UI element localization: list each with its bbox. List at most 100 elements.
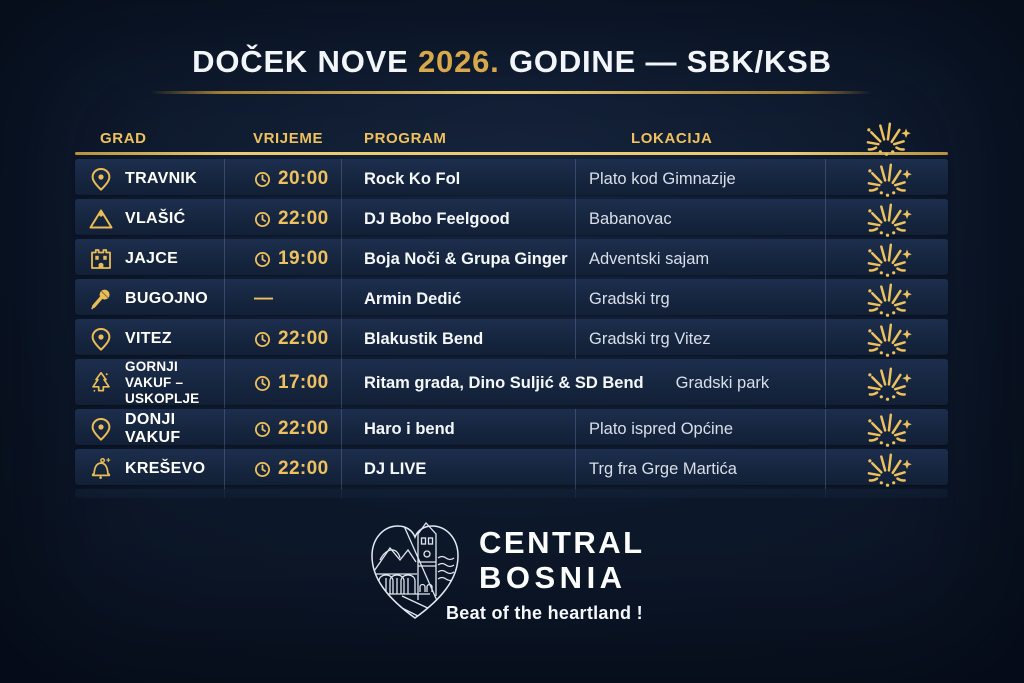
city-label: VLAŠIĆ (125, 210, 186, 227)
city-label: JAJCE (125, 250, 179, 267)
pin-icon (88, 166, 114, 192)
time-cell: 22:00 (224, 449, 341, 489)
fireworks-icon (860, 279, 915, 319)
title-part1: DOČEK NOVE (192, 44, 418, 79)
brand-tagline: Beat of the heartland ! (446, 603, 643, 623)
program-cell: DJ Bobo Feelgood (341, 199, 575, 239)
city-cell: KREŠEVO (75, 449, 224, 489)
program-label: Blakustik Bend (364, 329, 484, 348)
clock-icon (254, 461, 271, 478)
city-label: GORNJI VAKUF – USKOPLJE (125, 359, 200, 407)
time-label: 22:00 (278, 418, 329, 439)
city-cell: BUGOJNO (75, 279, 224, 319)
heart-logo-icon (371, 521, 459, 619)
fireworks-cell (825, 159, 948, 199)
time-cell: 22:00 (224, 409, 341, 449)
city-cell: DONJI VAKUF (75, 409, 224, 449)
fireworks-cell (825, 359, 948, 408)
microphone-icon (88, 286, 114, 312)
brand-name-line1: CENTRAL (479, 525, 645, 560)
clock-icon (254, 171, 271, 188)
fireworks-cell (825, 449, 948, 489)
fireworks-cell (825, 279, 948, 319)
time-label: 20:00 (278, 168, 329, 189)
location-label: Gradski trg (589, 289, 670, 308)
clock-icon (254, 375, 271, 392)
time-label: 22:00 (278, 458, 329, 479)
fireworks-cell (825, 409, 948, 449)
program-cell: DJ LIVE (341, 449, 575, 489)
fireworks-icon (860, 449, 915, 489)
time-cell: 20:00 (224, 159, 341, 199)
location-cell: Gradski trg Vitez (575, 319, 825, 359)
table-row: TRAVNIK 20:00 Rock Ko Fol Plato kod Gimn… (75, 159, 948, 199)
mountain-icon (88, 206, 114, 232)
time-label: 19:00 (278, 248, 329, 269)
program-cell: Rock Ko Fol (341, 159, 575, 199)
location-cell: Babanovac (575, 199, 825, 239)
column-header-lokacija: LOKACIJA (631, 129, 713, 147)
program-label: Rock Ko Fol (364, 169, 461, 188)
title-underline (150, 91, 872, 94)
location-cell: Plato kod Gimnazije (575, 159, 825, 199)
fireworks-cell (825, 239, 948, 279)
table-header-row: GRAD VRIJEME PROGRAM LOKACIJA (75, 118, 948, 152)
location-label: Adventski sajam (589, 249, 710, 268)
location-cell: Trg fra Grge Martića (575, 449, 825, 489)
city-cell: GORNJI VAKUF – USKOPLJE (75, 359, 224, 408)
bell-icon (88, 456, 114, 482)
time-cell: 22:00 (224, 319, 341, 359)
time-label: 22:00 (278, 208, 329, 229)
column-header-grad: GRAD (100, 129, 147, 147)
table-body: TRAVNIK 20:00 Rock Ko Fol Plato kod Gimn… (75, 159, 948, 489)
title-part2: GODINE — SBK/KSB (499, 44, 832, 79)
time-label: 17:00 (278, 372, 329, 394)
cutoff-row (75, 489, 948, 498)
fireworks-icon (860, 409, 915, 449)
tree-icon (88, 370, 114, 396)
city-cell: VITEZ (75, 319, 224, 359)
location-label: Trg fra Grge Martića (589, 459, 737, 478)
fireworks-cell (825, 319, 948, 359)
location-label: Plato kod Gimnazije (589, 169, 736, 188)
program-cell: Haro i bend (341, 409, 575, 449)
city-cell: TRAVNIK (75, 159, 224, 199)
program-label: Armin Dedić (364, 289, 462, 308)
location-cell: Plato ispred Općine (575, 409, 825, 449)
column-header-fireworks (825, 118, 948, 158)
table-row: VLAŠIĆ 22:00 DJ Bobo Feelgood Babanovac (75, 199, 948, 239)
city-cell: JAJCE (75, 239, 224, 279)
fireworks-icon (859, 118, 914, 158)
pin-icon (88, 326, 114, 352)
clock-icon (254, 331, 271, 348)
time-cell: — (224, 279, 341, 319)
time-cell: 17:00 (224, 359, 341, 408)
program-label: DJ LIVE (364, 459, 427, 478)
location-cell: Gradski trg (575, 279, 825, 319)
program-label: Boja Noči & Grupa Ginger (364, 249, 568, 268)
city-label: BUGOJNO (125, 290, 208, 307)
program-label: Haro i bend (364, 419, 455, 438)
program-label: DJ Bobo Feelgood (364, 209, 510, 228)
program-cell: Ritam grada, Dino Suljić & SD Bend Grads… (341, 359, 825, 408)
table-row: DONJI VAKUF 22:00 Haro i bend Plato ispr… (75, 409, 948, 449)
header-underline (75, 152, 948, 155)
city-label: VITEZ (125, 330, 172, 347)
location-label: Gradski trg Vitez (589, 329, 711, 348)
pin-icon (88, 416, 114, 442)
title-year: 2026. (418, 44, 500, 79)
city-label: TRAVNIK (125, 170, 198, 187)
time-cell: 19:00 (224, 239, 341, 279)
program-label: Ritam grada, Dino Suljić & SD Bend (364, 373, 644, 392)
table-row: BUGOJNO — Armin Dedić Gradski trg (75, 279, 948, 319)
program-cell: Boja Noči & Grupa Ginger (341, 239, 575, 279)
location-cell: Adventski sajam (575, 239, 825, 279)
table-row: JAJCE 19:00 Boja Noči & Grupa Ginger Adv… (75, 239, 948, 279)
column-header-program: PROGRAM (364, 129, 447, 147)
fireworks-icon (860, 363, 915, 403)
table-row: GORNJI VAKUF – USKOPLJE 17:00 Ritam grad… (75, 359, 948, 408)
clock-icon (254, 251, 271, 268)
column-header-vrijeme: VRIJEME (253, 129, 324, 147)
table-row: KREŠEVO 22:00 DJ LIVE Trg fra Grge Marti… (75, 449, 948, 489)
